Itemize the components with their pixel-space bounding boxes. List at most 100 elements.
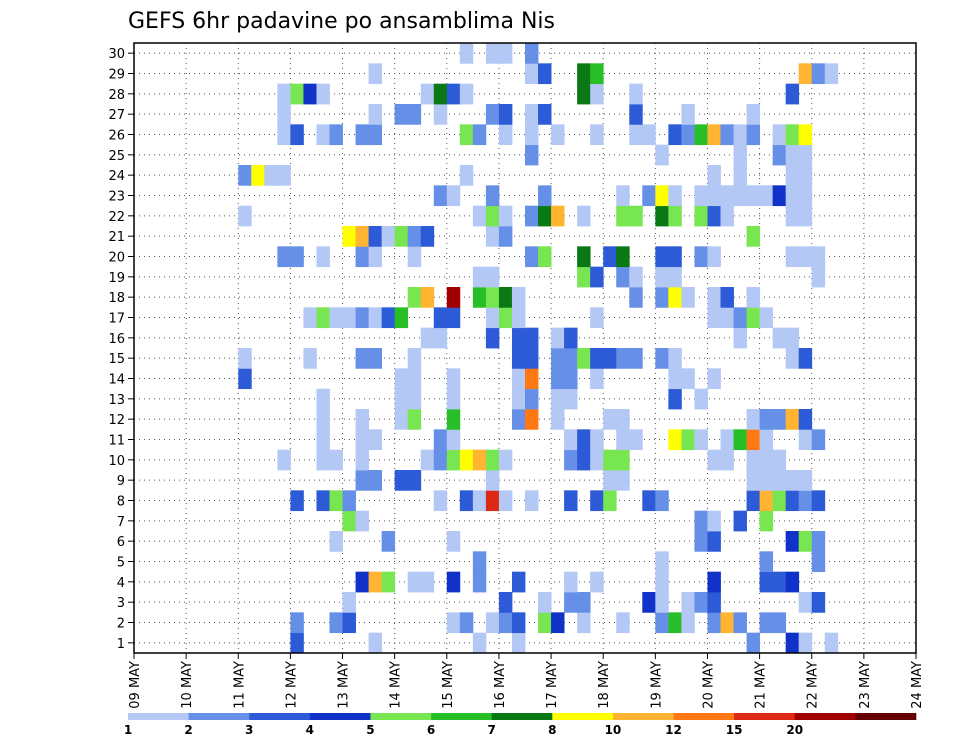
precip-cell xyxy=(407,348,422,369)
precip-cell xyxy=(629,266,643,288)
precip-cell xyxy=(603,348,617,369)
colorbar-label: 7 xyxy=(488,723,496,737)
precip-cell xyxy=(551,368,565,390)
precip-cell xyxy=(498,104,513,125)
precip-cell xyxy=(342,612,356,634)
precip-cell xyxy=(316,409,330,430)
precip-cell xyxy=(785,83,800,105)
precip-cell xyxy=(511,612,526,634)
precip-cell xyxy=(485,449,500,471)
precip-cell xyxy=(798,63,813,85)
colorbar-label: 20 xyxy=(786,723,803,737)
precip-cell xyxy=(459,124,474,146)
x-tick-label: 11 MAY xyxy=(232,661,247,709)
y-tick-label: 4 xyxy=(117,576,125,591)
axes: 1234567891011121314151617181920212223242… xyxy=(108,47,925,709)
precip-cell xyxy=(329,124,343,146)
precip-cell xyxy=(329,490,343,512)
colorbar-label: 4 xyxy=(306,723,314,737)
precip-cell xyxy=(798,144,813,166)
precip-cell xyxy=(655,592,669,613)
precip-cell xyxy=(577,592,591,613)
precip-cell xyxy=(511,287,526,308)
colorbar-swatch xyxy=(370,713,432,720)
precip-cell xyxy=(316,124,330,146)
precip-cell xyxy=(446,429,461,451)
y-tick-label: 20 xyxy=(108,251,125,266)
precip-cell xyxy=(811,592,826,613)
precip-cell xyxy=(459,43,474,64)
precip-cell xyxy=(564,368,578,390)
precip-cell xyxy=(616,185,630,207)
colorbar-swatch xyxy=(612,713,674,720)
precip-cell xyxy=(733,144,747,166)
precip-cell xyxy=(655,571,669,593)
precip-cell xyxy=(511,307,526,329)
precip-cell xyxy=(459,165,474,186)
precip-cell xyxy=(538,63,552,85)
precip-cell xyxy=(785,409,800,430)
precip-cell xyxy=(577,83,591,105)
precip-cell xyxy=(342,490,356,512)
precip-cell xyxy=(746,307,760,329)
precip-cell xyxy=(420,571,435,593)
precip-cell xyxy=(681,592,695,613)
precip-cell xyxy=(525,205,539,227)
precip-cell xyxy=(694,124,708,146)
colorbar-label: 10 xyxy=(605,723,622,737)
precip-cell xyxy=(798,409,813,430)
precip-cell xyxy=(277,449,291,471)
colorbar-swatch xyxy=(128,713,189,720)
precip-cell xyxy=(472,490,487,512)
precip-cell xyxy=(498,226,513,247)
precip-cell xyxy=(811,531,826,552)
precip-cell xyxy=(785,571,800,593)
precip-cell xyxy=(355,307,369,329)
precip-cell xyxy=(551,409,565,430)
precip-cell xyxy=(811,429,826,451)
precip-cell xyxy=(629,104,643,125)
precip-cell xyxy=(785,327,800,349)
precip-cell xyxy=(681,429,695,451)
y-tick-label: 29 xyxy=(108,68,125,83)
precip-cell xyxy=(551,327,565,349)
precip-cell xyxy=(472,205,487,227)
precip-cell xyxy=(407,246,422,268)
precip-cell xyxy=(681,368,695,390)
precip-cell xyxy=(590,266,604,288)
x-tick-label: 21 MAY xyxy=(754,661,769,709)
y-tick-label: 11 xyxy=(108,434,125,449)
precip-cell xyxy=(811,63,826,85)
y-tick-label: 22 xyxy=(108,210,125,225)
precip-cell xyxy=(772,449,787,471)
precip-cell xyxy=(668,124,682,146)
precip-cell xyxy=(277,165,291,186)
y-tick-label: 16 xyxy=(108,332,125,347)
precip-cell xyxy=(668,205,682,227)
precip-cell xyxy=(342,592,356,613)
precip-cell xyxy=(446,612,461,634)
precip-cell xyxy=(655,266,669,288)
precip-cell xyxy=(759,470,774,491)
precip-cell xyxy=(590,368,604,390)
precip-cell xyxy=(564,592,578,613)
precip-cell xyxy=(603,409,617,430)
precip-cell xyxy=(746,124,760,146)
precip-cell xyxy=(603,490,617,512)
y-tick-label: 17 xyxy=(108,312,125,327)
precip-cell xyxy=(720,205,734,227)
precip-cell xyxy=(420,83,435,105)
y-tick-label: 26 xyxy=(108,129,125,144)
precip-cell xyxy=(655,612,669,634)
precip-cell xyxy=(564,449,578,471)
y-tick-label: 7 xyxy=(117,515,125,530)
precip-cell xyxy=(759,409,774,430)
precip-cell xyxy=(577,449,591,471)
x-tick-label: 15 MAY xyxy=(441,661,456,709)
precip-cell xyxy=(368,348,383,369)
precip-cell xyxy=(811,246,826,268)
precip-cell xyxy=(485,287,500,308)
precip-cell xyxy=(694,531,708,552)
precip-cell xyxy=(785,124,800,146)
